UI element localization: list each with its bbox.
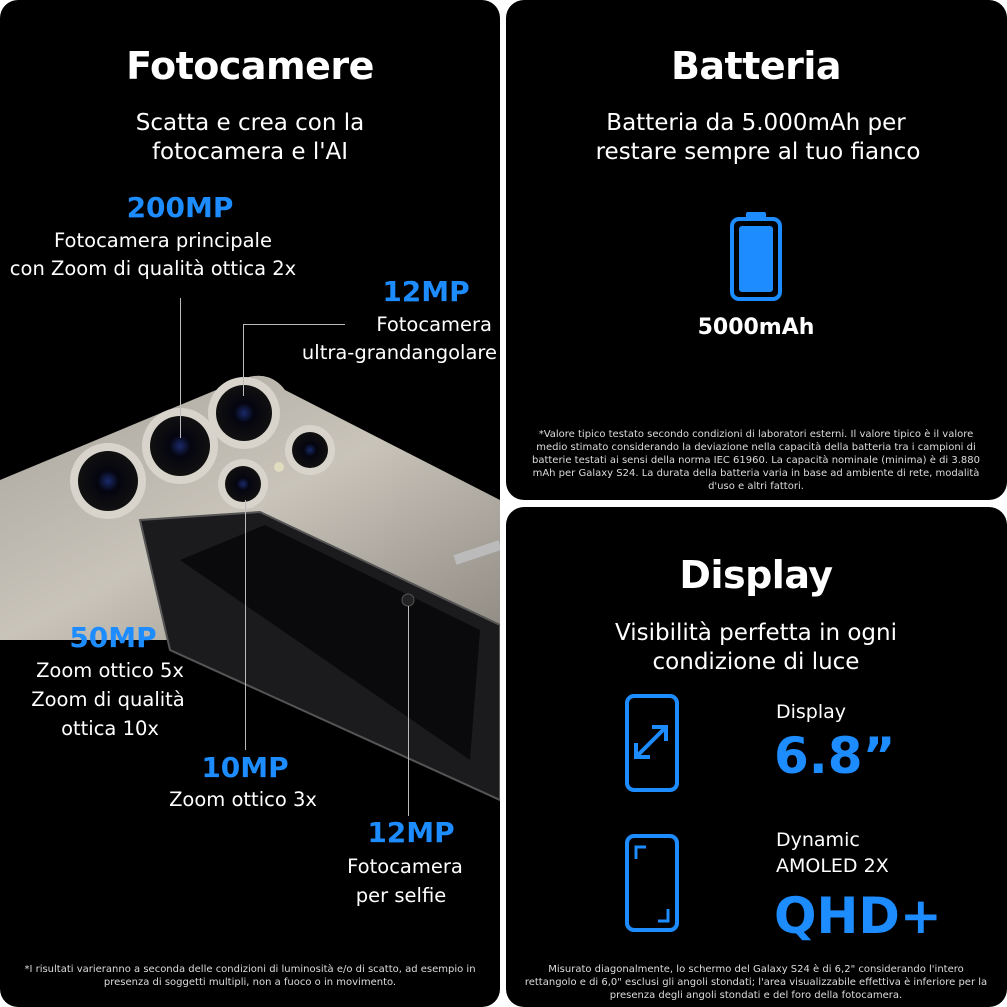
camera-title: Fotocamere (126, 44, 374, 88)
battery-title: Batteria (670, 44, 842, 88)
display-type-label-1: Dynamic (776, 829, 860, 851)
display-size-label: Display (776, 701, 847, 723)
display-type-label-2: AMOLED 2X (776, 855, 889, 877)
display-subtitle-1: Visibilità perfetta in ogni (615, 620, 897, 646)
display-size-value: 6.8” (774, 727, 896, 785)
amoled-screen-icon (625, 834, 679, 932)
screen-size-icon (625, 694, 679, 792)
tele3x-mp: 10MP (201, 751, 289, 784)
main-camera-desc-2: con Zoom di qualità ottica 2x (9, 257, 297, 280)
tele5x-desc-1: Zoom ottico 5x (36, 659, 184, 682)
ultrawide-mp: 12MP (382, 275, 470, 308)
selfie-mp: 12MP (367, 816, 455, 849)
main-camera-mp: 200MP (126, 191, 234, 224)
phone-image (0, 375, 500, 802)
display-panel: Display Visibilità perfetta in ogni cond… (506, 507, 1007, 1007)
selfie-desc-2: per selfie (355, 884, 447, 907)
battery-footnote: *Valore tipico testato secondo condizion… (531, 429, 981, 492)
ultrawide-desc-1: Fotocamera (376, 313, 492, 336)
camera-subtitle-1: Scatta e crea con la (135, 110, 365, 136)
tele5x-desc-3: ottica 10x (61, 717, 159, 740)
tele5x-mp: 50MP (69, 621, 157, 654)
camera-panel: Fotocamere Scatta e crea con la fotocame… (0, 0, 500, 1007)
display-subtitle-2: condizione di luce (652, 649, 860, 675)
display-title: Display (679, 553, 833, 597)
battery-panel: Batteria Batteria da 5.000mAh per restar… (506, 0, 1007, 500)
battery-subtitle-2: restare sempre al tuo fianco (595, 139, 921, 165)
battery-subtitle-1: Batteria da 5.000mAh per (606, 110, 906, 136)
camera-subtitle-2: fotocamera e l'AI (151, 139, 349, 165)
battery-capacity: 5000mAh (697, 315, 815, 340)
ultrawide-desc-2: ultra-grandangolare (301, 341, 497, 364)
display-footnote: Misurato diagonalmente, lo schermo del G… (524, 964, 988, 1001)
display-resolution: QHD+ (774, 887, 942, 945)
tele3x-desc: Zoom ottico 3x (169, 788, 317, 811)
selfie-desc-1: Fotocamera (347, 855, 463, 878)
main-camera-desc-1: Fotocamera principale (54, 229, 272, 252)
battery-full-icon (730, 212, 782, 301)
camera-lenses (70, 377, 415, 607)
tele5x-desc-2: Zoom di qualità (31, 688, 185, 711)
camera-footnote: *I risultati varieranno a seconda delle … (24, 964, 476, 988)
